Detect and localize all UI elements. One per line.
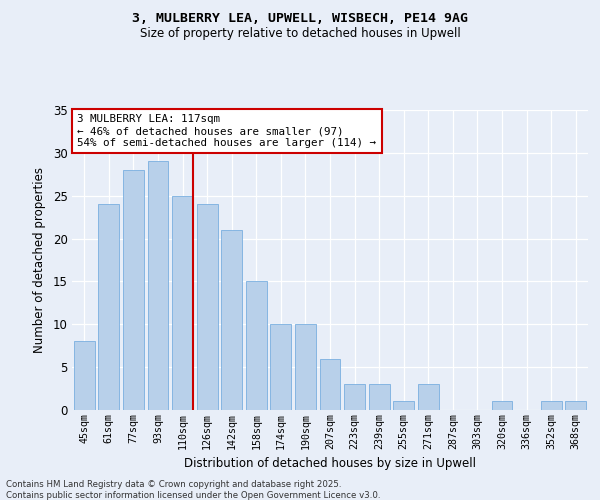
Bar [221,230,242,410]
Bar [491,402,512,410]
Bar [565,402,586,410]
Text: Contains HM Land Registry data © Crown copyright and database right 2025.
Contai: Contains HM Land Registry data © Crown c… [6,480,380,500]
X-axis label: Distribution of detached houses by size in Upwell: Distribution of detached houses by size … [184,457,476,470]
Text: 3 MULBERRY LEA: 117sqm
← 46% of detached houses are smaller (97)
54% of semi-det: 3 MULBERRY LEA: 117sqm ← 46% of detached… [77,114,376,148]
Bar [295,324,316,410]
Bar [172,196,193,410]
Bar [418,384,439,410]
Text: Size of property relative to detached houses in Upwell: Size of property relative to detached ho… [140,28,460,40]
Bar [74,342,95,410]
Bar [98,204,119,410]
Bar [393,402,414,410]
Bar [344,384,365,410]
Bar [320,358,340,410]
Bar [246,282,267,410]
Bar [271,324,292,410]
Bar [541,402,562,410]
Y-axis label: Number of detached properties: Number of detached properties [33,167,46,353]
Bar [123,170,144,410]
Bar [148,162,169,410]
Text: 3, MULBERRY LEA, UPWELL, WISBECH, PE14 9AG: 3, MULBERRY LEA, UPWELL, WISBECH, PE14 9… [132,12,468,26]
Bar [197,204,218,410]
Bar [368,384,389,410]
